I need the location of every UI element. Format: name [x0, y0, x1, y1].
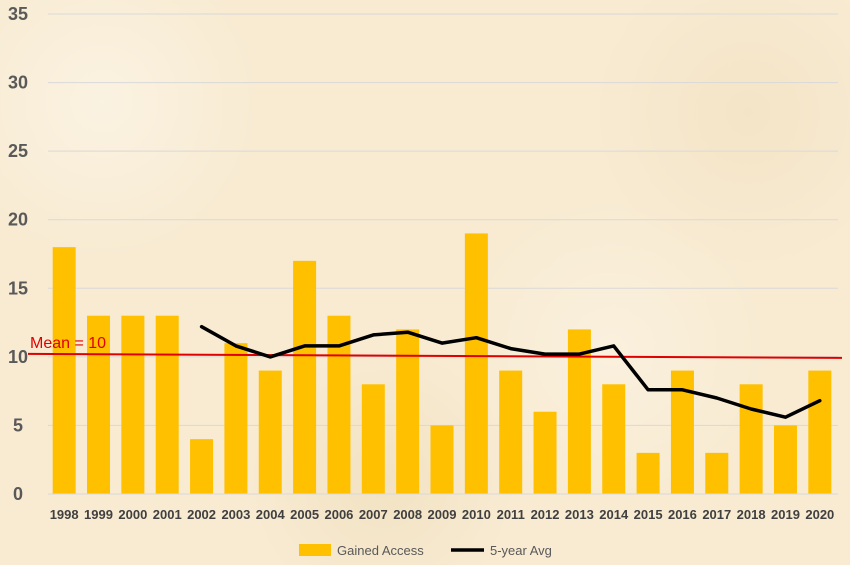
x-tick-label: 2000 [118, 507, 147, 522]
bar[interactable] [258, 370, 282, 494]
x-tick-label: 2001 [153, 507, 182, 522]
x-tick-label: 2007 [359, 507, 388, 522]
mean-line [27, 352, 843, 359]
bar[interactable] [499, 370, 523, 494]
legend-label-5-year-avg: 5-year Avg [490, 543, 552, 558]
y-tick-label: 0 [13, 484, 23, 504]
x-tick-label: 2008 [393, 507, 422, 522]
x-tick-label: 2002 [187, 507, 216, 522]
y-tick-label: 20 [8, 210, 28, 230]
y-tick-label: 5 [13, 415, 23, 435]
y-tick-label: 30 [8, 73, 28, 93]
bar[interactable] [430, 425, 454, 494]
x-tick-label: 2006 [324, 507, 353, 522]
x-tick-label: 2011 [497, 507, 525, 522]
y-tick-label: 15 [8, 278, 28, 298]
bar[interactable] [739, 384, 763, 494]
bar[interactable] [533, 411, 557, 494]
x-tick-label: 2005 [290, 507, 319, 522]
bar[interactable] [52, 247, 76, 494]
x-tick-label: 2016 [668, 507, 697, 522]
legend-swatch-gained-access [299, 544, 331, 556]
bar[interactable] [87, 315, 111, 494]
y-tick-label: 10 [8, 347, 28, 367]
bar[interactable] [224, 343, 248, 494]
bar[interactable] [464, 233, 488, 494]
bar[interactable] [636, 452, 660, 494]
x-axis: 1998 1999 2000 2001 2002 2003 2004 2005 2006 2007… [50, 507, 835, 522]
bar[interactable] [293, 260, 317, 494]
y-axis: 0 5 10 15 20 25 30 35 [8, 4, 28, 504]
x-tick-label: 2019 [771, 507, 800, 522]
bar[interactable] [190, 439, 214, 494]
x-tick-label: 2009 [428, 507, 457, 522]
bar[interactable] [361, 384, 385, 494]
gridlines [48, 13, 838, 426]
x-tick-label: 2010 [462, 507, 491, 522]
bar[interactable] [327, 315, 351, 494]
y-tick-label: 35 [8, 4, 28, 24]
legend: Gained Access 5-year Avg [299, 543, 552, 558]
mean-label: Mean = 10 [30, 335, 106, 352]
bar[interactable] [567, 329, 591, 494]
bar[interactable] [705, 452, 729, 494]
bar[interactable] [773, 425, 797, 494]
x-tick-label: 2018 [737, 507, 766, 522]
x-tick-label: 2014 [599, 507, 629, 522]
x-tick-label: 2017 [702, 507, 731, 522]
y-tick-label: 25 [8, 141, 28, 161]
x-tick-label: 2004 [256, 507, 286, 522]
bar[interactable] [808, 370, 832, 494]
x-tick-label: 1998 [50, 507, 79, 522]
x-tick-label: 2012 [531, 507, 560, 522]
bar[interactable] [155, 315, 179, 494]
x-tick-label: 2015 [634, 507, 663, 522]
x-tick-label: 1999 [84, 507, 113, 522]
bar[interactable] [121, 315, 145, 494]
bar[interactable] [602, 384, 626, 494]
x-tick-label: 2013 [565, 507, 594, 522]
bar-series-gained-access [52, 233, 832, 494]
x-tick-label: 2003 [221, 507, 250, 522]
bar[interactable] [670, 370, 694, 494]
bar[interactable] [396, 329, 420, 494]
legend-label-gained-access: Gained Access [337, 543, 424, 558]
x-tick-label: 2020 [805, 507, 834, 522]
line-series-5-year-avg[interactable] [199, 324, 822, 419]
